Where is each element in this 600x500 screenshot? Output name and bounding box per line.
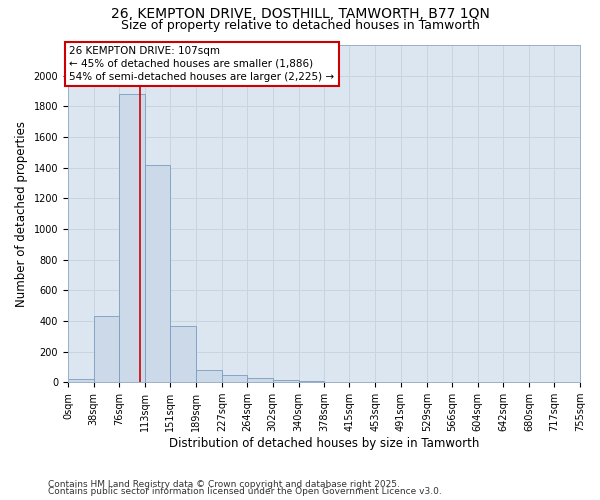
Bar (68, 379, 94, 382)
Text: 26, KEMPTON DRIVE, DOSTHILL, TAMWORTH, B77 1QN: 26, KEMPTON DRIVE, DOSTHILL, TAMWORTH, B… (110, 8, 490, 22)
Bar (196, 370, 222, 382)
Bar (94, 316, 119, 382)
Y-axis label: Number of detached properties: Number of detached properties (15, 120, 28, 306)
Text: Contains public sector information licensed under the Open Government Licence v3: Contains public sector information licen… (48, 488, 442, 496)
X-axis label: Distribution of detached houses by size in Tamworth: Distribution of detached houses by size … (169, 437, 479, 450)
Bar (273, 380, 299, 382)
Bar (119, 94, 145, 382)
Bar (145, 164, 170, 382)
Text: Size of property relative to detached houses in Tamworth: Size of property relative to detached ho… (121, 18, 479, 32)
Text: Contains HM Land Registry data © Crown copyright and database right 2025.: Contains HM Land Registry data © Crown c… (48, 480, 400, 489)
Bar (170, 326, 196, 382)
Bar (222, 374, 247, 382)
Bar (247, 378, 273, 382)
Text: 26 KEMPTON DRIVE: 107sqm
← 45% of detached houses are smaller (1,886)
54% of sem: 26 KEMPTON DRIVE: 107sqm ← 45% of detach… (69, 46, 334, 82)
